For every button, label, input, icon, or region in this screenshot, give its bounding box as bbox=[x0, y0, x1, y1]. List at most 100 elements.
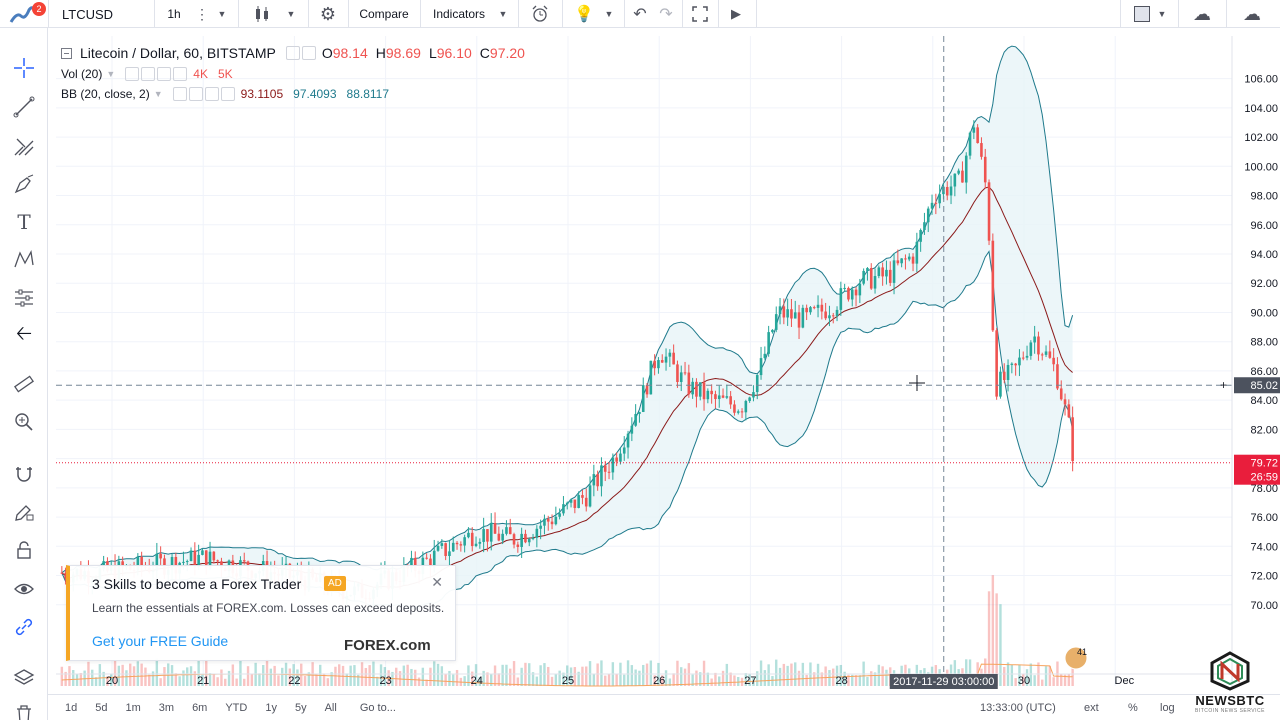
price-axis-label: 92.00 bbox=[1250, 278, 1278, 290]
range-button-all[interactable]: All bbox=[324, 701, 337, 714]
candle-body bbox=[858, 283, 862, 296]
candle-body bbox=[432, 550, 436, 568]
settings-button[interactable]: ⚙ bbox=[314, 0, 342, 28]
fullscreen-button[interactable] bbox=[686, 0, 714, 28]
ideas-button[interactable]: 💡 bbox=[570, 0, 598, 28]
cloud-download-icon: ☁ bbox=[1193, 3, 1211, 24]
stay-in-drawing-tool[interactable] bbox=[8, 496, 40, 528]
bollinger-legend-buttons[interactable] bbox=[172, 87, 235, 101]
interval-button[interactable]: 1h bbox=[160, 0, 188, 28]
remove-drawings-tool[interactable] bbox=[8, 698, 40, 720]
measure-tool[interactable] bbox=[8, 368, 40, 400]
volume-bar bbox=[642, 664, 645, 686]
goto-date-button[interactable]: Go to... bbox=[359, 701, 396, 714]
ad-cta-link[interactable]: Get your FREE Guide bbox=[92, 633, 229, 649]
pitchfork-tool[interactable] bbox=[8, 130, 40, 162]
indicators-dropdown[interactable]: ▼ bbox=[494, 0, 512, 28]
zoom-tool[interactable] bbox=[8, 406, 40, 438]
volume-bar bbox=[676, 660, 679, 686]
volume-bar bbox=[193, 671, 197, 686]
back-button[interactable]: 🡠 bbox=[8, 320, 40, 352]
range-button-5d[interactable]: 5d bbox=[95, 701, 108, 714]
range-button-6m[interactable]: 6m bbox=[192, 701, 208, 714]
volume-bar bbox=[999, 604, 1002, 686]
series-legend-buttons[interactable] bbox=[285, 46, 316, 60]
candle-body bbox=[968, 132, 972, 156]
interval-dropdown[interactable]: ▼ bbox=[213, 0, 231, 28]
bollinger-upper-line bbox=[61, 45, 1074, 574]
candle-body bbox=[1014, 363, 1017, 366]
save-chart-button[interactable]: ☁ bbox=[1236, 0, 1268, 28]
volume-legend-buttons[interactable] bbox=[125, 67, 188, 81]
timezone-clock[interactable]: 13:33:00 (UTC) bbox=[980, 701, 1056, 714]
replay-button[interactable]: ▶ bbox=[722, 0, 750, 28]
price-axis-label: 96.00 bbox=[1250, 220, 1278, 232]
bollinger-legend: BB (20, close, 2) ▼ 93.1105 97.4093 88.8… bbox=[61, 87, 389, 101]
close-ad-button[interactable]: ✕ bbox=[431, 574, 443, 591]
lock-icon bbox=[17, 541, 31, 559]
indicators-button[interactable]: Indicators bbox=[426, 0, 492, 28]
ad-brand-logo[interactable]: FOREX.com bbox=[344, 637, 431, 654]
candle-body bbox=[873, 276, 877, 289]
lock-drawings-tool[interactable] bbox=[8, 534, 40, 566]
pattern-tool[interactable] bbox=[8, 244, 40, 276]
range-button-5y[interactable]: 5y bbox=[294, 701, 307, 714]
magnet-tool[interactable] bbox=[8, 458, 40, 490]
more-intervals-button[interactable]: ⋮ bbox=[192, 0, 212, 28]
hide-drawings-tool[interactable] bbox=[8, 573, 40, 605]
volume-bar bbox=[117, 665, 121, 686]
compare-button[interactable]: Compare bbox=[352, 0, 416, 28]
range-button-1y[interactable]: 1y bbox=[265, 701, 277, 714]
alert-button[interactable] bbox=[526, 0, 554, 28]
volume-bar bbox=[326, 678, 330, 686]
candle-body bbox=[1018, 357, 1021, 366]
candle-body bbox=[1063, 399, 1067, 405]
volume-bar bbox=[756, 671, 759, 686]
tradingview-logo-button[interactable]: 2 bbox=[2, 0, 46, 28]
redo-button[interactable]: ↷ bbox=[654, 0, 678, 28]
range-button-1d[interactable]: 1d bbox=[65, 701, 78, 714]
price-axis-label: 78.00 bbox=[1250, 483, 1278, 495]
extended-hours-toggle[interactable]: ext bbox=[1084, 701, 1099, 714]
crosshair-tool[interactable] bbox=[8, 52, 40, 84]
collapse-legend-icon[interactable] bbox=[61, 47, 72, 59]
candle-body bbox=[641, 385, 645, 412]
chart-style-dropdown[interactable]: ▼ bbox=[282, 0, 300, 28]
object-tree-tool[interactable] bbox=[8, 662, 40, 694]
prediction-tool[interactable] bbox=[8, 282, 40, 314]
bollinger-label: BB (20, close, 2) bbox=[61, 87, 150, 101]
range-button-3m[interactable]: 3m bbox=[158, 701, 175, 714]
chart-style-button[interactable] bbox=[248, 0, 276, 28]
add-alert-plus-icon[interactable]: + bbox=[1220, 378, 1227, 392]
layout-button[interactable] bbox=[1128, 0, 1156, 28]
volume-bar bbox=[425, 679, 428, 686]
candle-body bbox=[881, 267, 884, 277]
symbol-search-input[interactable]: LTCUSD bbox=[56, 0, 152, 28]
candle-body bbox=[185, 561, 189, 563]
trend-line-tool[interactable] bbox=[8, 91, 40, 123]
percent-scale-toggle[interactable]: % bbox=[1128, 701, 1138, 714]
candle-body bbox=[706, 390, 710, 400]
candle-body bbox=[1037, 336, 1040, 355]
log-scale-toggle[interactable]: log bbox=[1160, 701, 1175, 714]
low-value: 96.10 bbox=[436, 45, 472, 61]
layout-dropdown[interactable]: ▼ bbox=[1154, 0, 1170, 28]
chevron-down-icon[interactable]: ▼ bbox=[106, 69, 116, 79]
load-chart-button[interactable]: ☁ bbox=[1186, 0, 1218, 28]
volume-bar bbox=[680, 667, 683, 686]
candle-body bbox=[242, 560, 246, 562]
sync-drawings-tool[interactable] bbox=[8, 611, 40, 643]
candle-body bbox=[212, 551, 216, 561]
candle-body bbox=[824, 311, 827, 319]
ideas-dropdown[interactable]: ▼ bbox=[600, 0, 618, 28]
candle-body bbox=[1067, 404, 1071, 418]
range-button-ytd[interactable]: YTD bbox=[225, 701, 248, 714]
brush-tool[interactable] bbox=[8, 168, 40, 200]
undo-button[interactable]: ↶ bbox=[628, 0, 652, 28]
ad-badge: AD bbox=[324, 576, 346, 591]
range-button-1m[interactable]: 1m bbox=[125, 701, 141, 714]
text-tool[interactable]: T bbox=[8, 206, 40, 238]
chevron-down-icon[interactable]: ▼ bbox=[153, 89, 163, 99]
time-axis-label: 22 bbox=[288, 675, 300, 687]
lightbulb-icon: 💡 bbox=[574, 6, 594, 23]
